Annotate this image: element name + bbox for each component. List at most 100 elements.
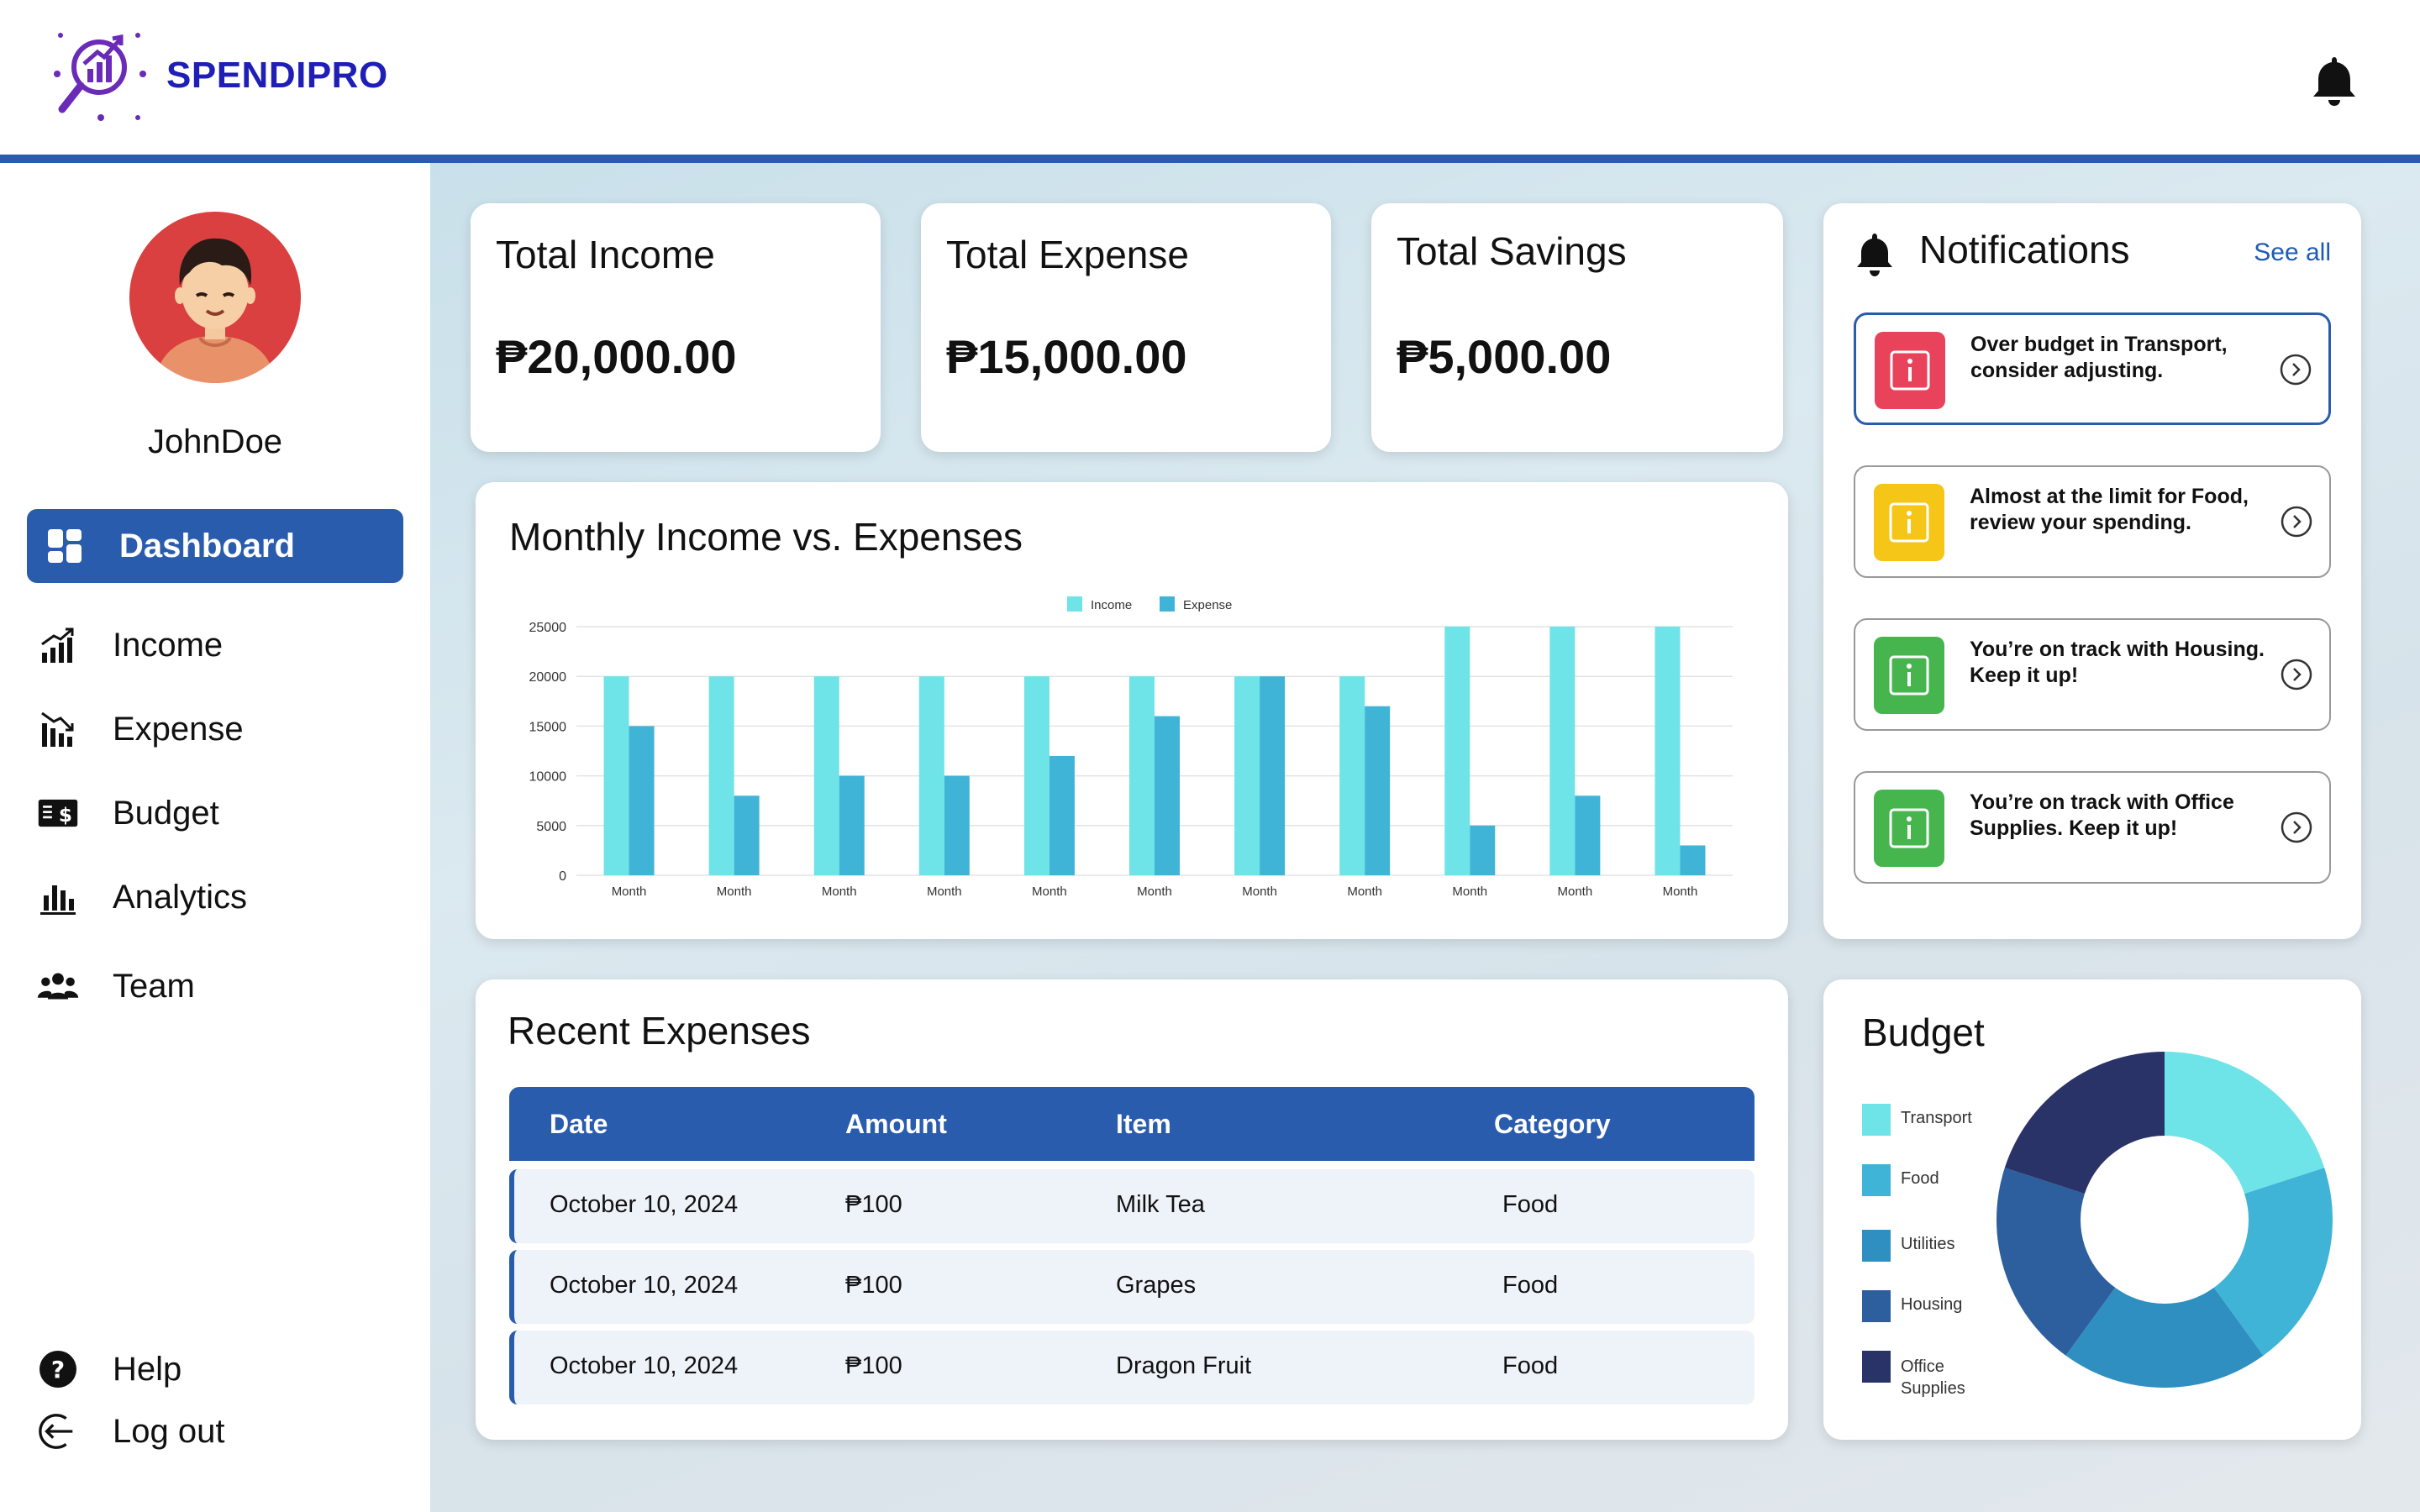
- bar-income[interactable]: [1234, 676, 1260, 875]
- legend-label: Expense: [1183, 598, 1232, 612]
- total-income-title: Total Income: [496, 233, 715, 276]
- total-expense-title: Total Expense: [946, 233, 1189, 276]
- bar-expense[interactable]: [1155, 716, 1180, 875]
- recent-expenses-card: Recent Expenses Date Amount Item Categor…: [476, 979, 1788, 1440]
- chevron-right-icon[interactable]: [2280, 354, 2312, 386]
- team-icon: [37, 965, 79, 1007]
- logout-link[interactable]: Log out: [27, 1394, 403, 1468]
- notification-item[interactable]: You’re on track with Housing. Keep it up…: [1854, 618, 2331, 731]
- budget-card: Budget Transport Food Utilities Housing …: [1823, 979, 2361, 1440]
- donut-slice-food[interactable]: [2213, 1168, 2333, 1356]
- bar-expense[interactable]: [1575, 795, 1601, 875]
- bar-expense[interactable]: [1365, 706, 1391, 875]
- chevron-right-icon[interactable]: [2281, 659, 2312, 690]
- x-tick-label: Month: [1663, 885, 1698, 899]
- cell-date: October 10, 2024: [550, 1352, 739, 1379]
- avatar-illustration: [155, 238, 276, 383]
- bar-income[interactable]: [1023, 676, 1050, 875]
- total-savings-value: ₱5,000.00: [1397, 330, 1612, 383]
- bar-income[interactable]: [1655, 627, 1681, 875]
- monthly-chart-title: Monthly Income vs. Expenses: [509, 515, 1023, 559]
- table-row[interactable]: October 10, 2024 ₱100 Dragon Fruit Food: [509, 1331, 1754, 1404]
- bar-expense[interactable]: [1260, 676, 1286, 875]
- total-income-card: Total Income ₱20,000.00: [471, 203, 881, 452]
- bar-income[interactable]: [918, 676, 944, 875]
- help-link[interactable]: ? Help: [27, 1332, 403, 1406]
- cell-amount: ₱100: [845, 1272, 902, 1299]
- legend-swatch: [1862, 1351, 1891, 1383]
- bar-income[interactable]: [1129, 676, 1155, 875]
- column-header-date[interactable]: Date: [550, 1109, 608, 1139]
- column-header-amount[interactable]: Amount: [845, 1109, 947, 1139]
- notification-item[interactable]: Over budget in Transport, consider adjus…: [1854, 312, 2331, 425]
- cell-category: Food: [1502, 1352, 1559, 1379]
- nav-item-team[interactable]: Team: [27, 949, 403, 1023]
- notification-text: You’re on track with Office Supplies. Ke…: [1970, 790, 2234, 840]
- notifications-title: Notifications: [1919, 228, 2130, 271]
- nav-item-income[interactable]: Income: [27, 608, 403, 682]
- bar-expense[interactable]: [629, 726, 655, 875]
- nav-item-expense[interactable]: Expense: [27, 692, 403, 766]
- monthly-chart-card: Monthly Income vs. Expenses Income Expens…: [476, 482, 1788, 939]
- y-tick-label: 5000: [536, 820, 566, 834]
- y-tick-label: 15000: [529, 720, 567, 734]
- budget-donut-chart: [1996, 1052, 2333, 1388]
- see-all-link[interactable]: See all: [2254, 239, 2331, 266]
- chevron-right-icon[interactable]: [2281, 811, 2312, 843]
- notifications-card: Notifications See all Over budget in Tra…: [1823, 203, 2361, 939]
- bar-expense[interactable]: [944, 775, 970, 875]
- table-row[interactable]: October 10, 2024 ₱100 Grapes Food: [509, 1250, 1754, 1324]
- x-tick-label: Month: [927, 885, 962, 899]
- legend-item-housing: Housing: [1862, 1290, 1962, 1322]
- bar-income[interactable]: [813, 676, 839, 875]
- nav-item-analytics[interactable]: Analytics: [27, 860, 403, 934]
- income-icon: [37, 624, 79, 666]
- y-tick-label: 0: [559, 869, 566, 884]
- dashboard-icon: [44, 525, 86, 567]
- legend-label: Office Supplies: [1901, 1357, 1965, 1398]
- bell-icon[interactable]: [2307, 54, 2361, 108]
- donut-slice-transport[interactable]: [2165, 1052, 2325, 1194]
- x-tick-label: Month: [612, 885, 647, 899]
- legend-swatch: [1067, 596, 1082, 612]
- cell-amount: ₱100: [845, 1191, 902, 1218]
- app-name: SPENDIPRO: [166, 55, 388, 96]
- budget-title: Budget: [1862, 1011, 1985, 1054]
- legend-label: Food: [1901, 1169, 1939, 1188]
- bar-income[interactable]: [1444, 627, 1470, 875]
- app-logo[interactable]: SPENDIPRO: [50, 25, 388, 126]
- donut-slice-housing[interactable]: [1996, 1168, 2116, 1356]
- notification-item[interactable]: You’re on track with Office Supplies. Ke…: [1854, 771, 2331, 884]
- y-tick-label: 25000: [529, 621, 567, 635]
- bar-expense[interactable]: [734, 795, 760, 875]
- bar-income[interactable]: [708, 676, 734, 875]
- total-savings-title: Total Savings: [1397, 229, 1627, 273]
- bar-expense[interactable]: [1049, 755, 1075, 875]
- donut-slice-utilities[interactable]: [2065, 1287, 2264, 1388]
- monthly-bar-chart: Income Expense 0500010000150002000025000 …: [529, 596, 1733, 899]
- nav-item-budget[interactable]: $ Budget: [27, 776, 403, 850]
- budget-icon: $: [37, 792, 79, 834]
- bar-income[interactable]: [1339, 676, 1365, 875]
- bar-income[interactable]: [603, 676, 629, 875]
- avatar[interactable]: [129, 212, 301, 383]
- bar-expense[interactable]: [1470, 825, 1496, 875]
- column-header-item[interactable]: Item: [1116, 1109, 1171, 1139]
- nav-item-dashboard[interactable]: Dashboard: [27, 509, 403, 583]
- nav-label-income: Income: [113, 626, 224, 664]
- legend-swatch: [1160, 596, 1175, 612]
- chevron-right-icon[interactable]: [2281, 506, 2312, 538]
- bar-income[interactable]: [1549, 627, 1576, 875]
- bar-expense[interactable]: [1680, 845, 1706, 875]
- legend-swatch: [1862, 1230, 1891, 1262]
- notification-item[interactable]: Almost at the limit for Food, review you…: [1854, 465, 2331, 578]
- logo-icon: [54, 33, 146, 121]
- svg-text:?: ?: [51, 1356, 65, 1383]
- svg-text:$: $: [59, 804, 72, 827]
- donut-slice-office-supplies[interactable]: [2004, 1052, 2165, 1194]
- table-row[interactable]: October 10, 2024 ₱100 Milk Tea Food: [509, 1169, 1754, 1243]
- column-header-category[interactable]: Category: [1494, 1109, 1611, 1139]
- bell-icon: [1857, 234, 1892, 276]
- cell-item: Dragon Fruit: [1116, 1352, 1252, 1379]
- bar-expense[interactable]: [839, 775, 865, 875]
